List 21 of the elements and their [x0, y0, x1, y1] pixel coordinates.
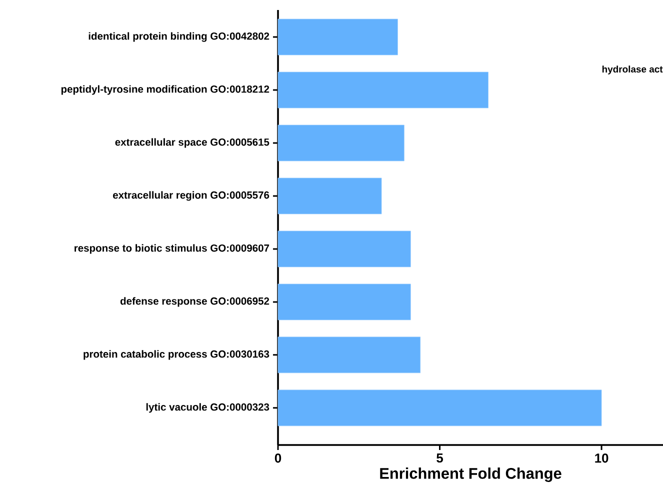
x-axis-title: Enrichment Fold Change: [380, 468, 562, 482]
x-tick-label: 10: [595, 454, 608, 463]
bar: [278, 72, 488, 108]
y-tick-label: protein catabolic process GO:0030163: [84, 350, 270, 360]
bar: [278, 336, 421, 374]
x-tick-label: 5: [436, 454, 444, 463]
x-tick-label: 0: [274, 454, 282, 463]
bar: [278, 18, 398, 56]
y-tick-label: response to biotic stimulus GO:0009607: [74, 244, 270, 254]
bar: [278, 178, 382, 214]
y-tick-label: lytic vacuole GO:0000323: [146, 403, 270, 413]
bar: [278, 390, 602, 426]
annotation: hydrolase act: [602, 66, 663, 74]
y-tick-label: peptidyl-tyrosine modification GO:0018212: [61, 85, 270, 95]
y-tick-label: defense response GO:0006952: [120, 297, 270, 307]
bar: [278, 230, 411, 268]
y-tick-label: extracellular space GO:0005615: [115, 138, 270, 148]
bar: [278, 124, 404, 162]
y-tick-label: extracellular region GO:0005576: [113, 191, 270, 201]
y-tick-label: identical protein binding GO:0042802: [88, 32, 270, 42]
bar: [278, 284, 411, 320]
